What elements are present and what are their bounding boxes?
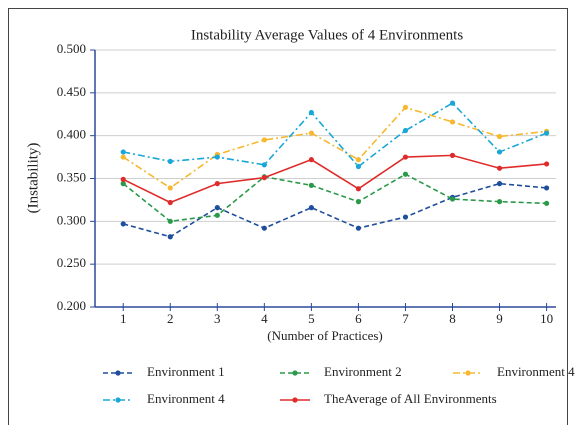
- data-point: [355, 199, 362, 205]
- data-point: [496, 181, 503, 187]
- data-point: [214, 181, 220, 187]
- data-point: [308, 109, 314, 116]
- legend-label: Environment 1: [147, 364, 225, 379]
- data-point: [355, 225, 362, 231]
- data-point: [543, 200, 550, 206]
- data-point: [261, 137, 267, 143]
- data-point: [261, 225, 267, 231]
- series-line: [122, 154, 547, 204]
- data-point: [496, 199, 503, 205]
- legend-label: Environment 2: [324, 364, 402, 379]
- y-tick-label: 0.450: [57, 84, 86, 99]
- data-point: [214, 154, 220, 160]
- data-point: [120, 149, 126, 155]
- data-point: [308, 157, 314, 163]
- x-tick-label: 3: [214, 311, 221, 326]
- x-tick-label: 10: [540, 311, 553, 326]
- data-point: [543, 185, 550, 191]
- legend-marker: [115, 370, 121, 376]
- y-tick-label: 0.200: [57, 298, 86, 313]
- data-point: [402, 104, 409, 110]
- data-point: [543, 161, 550, 167]
- x-tick-label: 2: [167, 311, 174, 326]
- data-point: [261, 162, 267, 168]
- data-point: [167, 185, 173, 191]
- data-point: [402, 214, 409, 220]
- data-point: [543, 130, 550, 136]
- x-axis-label: (Number of Practices): [267, 328, 383, 343]
- chart-title: Instability Average Values of 4 Environm…: [191, 27, 463, 43]
- x-tick-label: 5: [308, 311, 315, 326]
- data-point: [308, 130, 314, 136]
- x-tick-label: 6: [355, 311, 362, 326]
- series-line: [123, 182, 547, 238]
- data-point: [496, 165, 503, 171]
- chart-frame: [8, 8, 568, 425]
- data-point: [167, 158, 173, 164]
- x-tick-label: 1: [120, 311, 127, 326]
- data-point: [402, 127, 409, 134]
- series-line: [122, 106, 547, 189]
- data-point: [214, 205, 220, 211]
- data-point: [449, 119, 456, 125]
- series-line: [122, 173, 547, 223]
- data-point: [120, 176, 126, 182]
- series-line: [123, 102, 547, 168]
- data-point: [167, 218, 173, 224]
- data-point: [214, 212, 220, 218]
- data-point: [120, 154, 126, 160]
- legend-marker: [115, 397, 121, 403]
- y-tick-label: 0.500: [57, 41, 86, 56]
- data-point: [355, 163, 362, 170]
- data-point: [120, 221, 126, 227]
- data-point: [496, 133, 503, 140]
- data-point: [449, 196, 456, 202]
- y-axis-label: (Instability): [25, 143, 41, 214]
- data-point: [167, 234, 173, 240]
- legend-marker: [292, 370, 298, 376]
- x-tick-label: 4: [261, 311, 268, 326]
- y-tick-label: 0.400: [57, 127, 86, 142]
- x-tick-label: 9: [496, 311, 503, 326]
- data-point: [402, 171, 409, 177]
- legend-label: TheAverage of All Environments: [324, 391, 497, 406]
- data-point: [261, 175, 267, 181]
- data-point: [402, 154, 409, 160]
- data-point: [449, 152, 456, 158]
- data-point: [167, 199, 173, 206]
- data-point: [308, 182, 314, 188]
- legend-marker: [465, 370, 471, 376]
- x-tick-label: 7: [402, 311, 409, 326]
- legend-label: Environment 4: [147, 391, 225, 406]
- legend-label: Environment 4: [497, 364, 575, 379]
- data-point: [308, 205, 314, 211]
- data-point: [449, 100, 456, 106]
- data-point: [120, 181, 126, 187]
- y-tick-label: 0.250: [57, 255, 86, 270]
- data-point: [355, 186, 362, 192]
- data-point: [355, 157, 362, 163]
- data-point: [496, 149, 503, 155]
- legend-marker: [292, 397, 298, 403]
- y-tick-label: 0.300: [57, 212, 86, 227]
- y-tick-label: 0.350: [57, 169, 86, 184]
- x-tick-label: 8: [449, 311, 456, 326]
